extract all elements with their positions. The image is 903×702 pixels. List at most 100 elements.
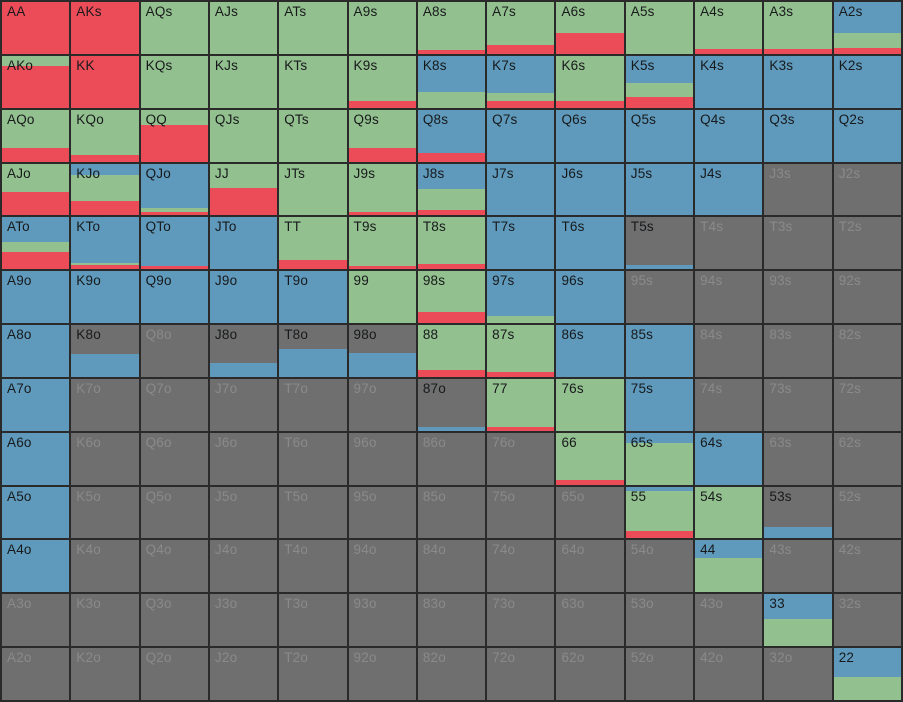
hand-cell-Q6o[interactable]: Q6o — [140, 432, 210, 487]
hand-cell-95o[interactable]: 95o — [348, 486, 418, 541]
hand-cell-T4s[interactable]: T4s — [695, 217, 765, 272]
hand-cell-J4s[interactable]: J4s — [695, 163, 765, 218]
hand-cell-T8o[interactable]: T8o — [279, 325, 349, 379]
hand-cell-92o[interactable]: 92o — [348, 648, 418, 702]
hand-cell-JTo[interactable]: JTo — [209, 217, 280, 272]
hand-cell-83o[interactable]: 83o — [417, 594, 488, 649]
hand-cell-A5o[interactable]: A5o — [2, 486, 72, 541]
hand-cell-84s[interactable]: 84s — [695, 325, 765, 379]
hand-cell-QJo[interactable]: QJo — [140, 163, 210, 218]
hand-cell-96o[interactable]: 96o — [348, 432, 418, 487]
hand-cell-KQs[interactable]: KQs — [140, 55, 210, 110]
hand-cell-97s[interactable]: 97s — [487, 271, 557, 326]
hand-cell-Q5o[interactable]: Q5o — [140, 486, 210, 541]
hand-cell-K5s[interactable]: K5s — [625, 55, 696, 110]
hand-cell-K6o[interactable]: K6o — [71, 432, 141, 487]
hand-cell-73o[interactable]: 73o — [487, 594, 557, 649]
hand-cell-KTo[interactable]: KTo — [71, 217, 141, 272]
hand-cell-KK[interactable]: KK — [71, 55, 141, 110]
hand-cell-TT[interactable]: TT — [279, 217, 349, 272]
hand-cell-KJs[interactable]: KJs — [209, 55, 280, 110]
hand-cell-A8s[interactable]: A8s — [417, 2, 488, 56]
hand-cell-AQs[interactable]: AQs — [140, 2, 210, 56]
hand-cell-92s[interactable]: 92s — [833, 271, 903, 326]
hand-cell-22[interactable]: 22 — [833, 648, 903, 702]
hand-cell-K9o[interactable]: K9o — [71, 271, 141, 326]
hand-cell-A9s[interactable]: A9s — [348, 2, 418, 56]
hand-cell-43o[interactable]: 43o — [695, 594, 765, 649]
hand-cell-86s[interactable]: 86s — [556, 325, 626, 379]
hand-cell-52s[interactable]: 52s — [833, 486, 903, 541]
hand-cell-32o[interactable]: 32o — [764, 648, 834, 702]
hand-cell-AJo[interactable]: AJo — [2, 163, 72, 218]
hand-cell-63s[interactable]: 63s — [764, 432, 834, 487]
hand-cell-T3o[interactable]: T3o — [279, 594, 349, 649]
hand-cell-53s[interactable]: 53s — [764, 486, 834, 541]
hand-cell-A9o[interactable]: A9o — [2, 271, 72, 326]
hand-cell-Q5s[interactable]: Q5s — [625, 109, 696, 164]
hand-cell-75o[interactable]: 75o — [487, 486, 557, 541]
hand-cell-74o[interactable]: 74o — [487, 540, 557, 595]
hand-cell-64o[interactable]: 64o — [556, 540, 626, 595]
hand-cell-82s[interactable]: 82s — [833, 325, 903, 379]
hand-cell-QTo[interactable]: QTo — [140, 217, 210, 272]
hand-cell-J3s[interactable]: J3s — [764, 163, 834, 218]
hand-cell-J2s[interactable]: J2s — [833, 163, 903, 218]
hand-cell-A3o[interactable]: A3o — [2, 594, 72, 649]
hand-cell-A2s[interactable]: A2s — [833, 2, 903, 56]
hand-cell-Q9o[interactable]: Q9o — [140, 271, 210, 326]
hand-cell-T6s[interactable]: T6s — [556, 217, 626, 272]
hand-cell-A6s[interactable]: A6s — [556, 2, 626, 56]
hand-cell-86o[interactable]: 86o — [417, 432, 488, 487]
hand-cell-Q9s[interactable]: Q9s — [348, 109, 418, 164]
hand-cell-T8s[interactable]: T8s — [417, 217, 488, 272]
hand-cell-64s[interactable]: 64s — [695, 432, 765, 487]
hand-cell-Q3s[interactable]: Q3s — [764, 109, 834, 164]
hand-cell-94o[interactable]: 94o — [348, 540, 418, 595]
hand-cell-53o[interactable]: 53o — [625, 594, 696, 649]
hand-cell-K6s[interactable]: K6s — [556, 55, 626, 110]
hand-cell-A3s[interactable]: A3s — [764, 2, 834, 56]
hand-cell-Q2s[interactable]: Q2s — [833, 109, 903, 164]
hand-cell-K8o[interactable]: K8o — [71, 325, 141, 379]
hand-cell-65o[interactable]: 65o — [556, 486, 626, 541]
hand-cell-ATs[interactable]: ATs — [279, 2, 349, 56]
hand-cell-82o[interactable]: 82o — [417, 648, 488, 702]
hand-cell-K4o[interactable]: K4o — [71, 540, 141, 595]
hand-cell-Q4s[interactable]: Q4s — [695, 109, 765, 164]
hand-cell-A5s[interactable]: A5s — [625, 2, 696, 56]
hand-cell-KTs[interactable]: KTs — [279, 55, 349, 110]
hand-cell-T2o[interactable]: T2o — [279, 648, 349, 702]
hand-cell-97o[interactable]: 97o — [348, 378, 418, 433]
hand-cell-76s[interactable]: 76s — [556, 378, 626, 433]
hand-cell-T6o[interactable]: T6o — [279, 432, 349, 487]
hand-cell-JJ[interactable]: JJ — [209, 163, 280, 218]
hand-cell-43s[interactable]: 43s — [764, 540, 834, 595]
hand-cell-J6s[interactable]: J6s — [556, 163, 626, 218]
hand-cell-77[interactable]: 77 — [487, 378, 557, 433]
hand-cell-J2o[interactable]: J2o — [209, 648, 280, 702]
hand-cell-87s[interactable]: 87s — [487, 325, 557, 379]
hand-cell-73s[interactable]: 73s — [764, 378, 834, 433]
hand-cell-KQo[interactable]: KQo — [71, 109, 141, 164]
hand-cell-T5s[interactable]: T5s — [625, 217, 696, 272]
hand-cell-K3s[interactable]: K3s — [764, 55, 834, 110]
hand-cell-Q3o[interactable]: Q3o — [140, 594, 210, 649]
hand-cell-K8s[interactable]: K8s — [417, 55, 488, 110]
hand-cell-JTs[interactable]: JTs — [279, 163, 349, 218]
hand-cell-K7s[interactable]: K7s — [487, 55, 557, 110]
hand-cell-J8o[interactable]: J8o — [209, 325, 280, 379]
hand-cell-J9s[interactable]: J9s — [348, 163, 418, 218]
hand-cell-A4o[interactable]: A4o — [2, 540, 72, 595]
hand-cell-A2o[interactable]: A2o — [2, 648, 72, 702]
hand-cell-54o[interactable]: 54o — [625, 540, 696, 595]
hand-cell-76o[interactable]: 76o — [487, 432, 557, 487]
hand-cell-74s[interactable]: 74s — [695, 378, 765, 433]
hand-cell-T7s[interactable]: T7s — [487, 217, 557, 272]
hand-cell-K2s[interactable]: K2s — [833, 55, 903, 110]
hand-cell-A7s[interactable]: A7s — [487, 2, 557, 56]
hand-cell-52o[interactable]: 52o — [625, 648, 696, 702]
hand-cell-98o[interactable]: 98o — [348, 325, 418, 379]
hand-cell-94s[interactable]: 94s — [695, 271, 765, 326]
hand-cell-QJs[interactable]: QJs — [209, 109, 280, 164]
